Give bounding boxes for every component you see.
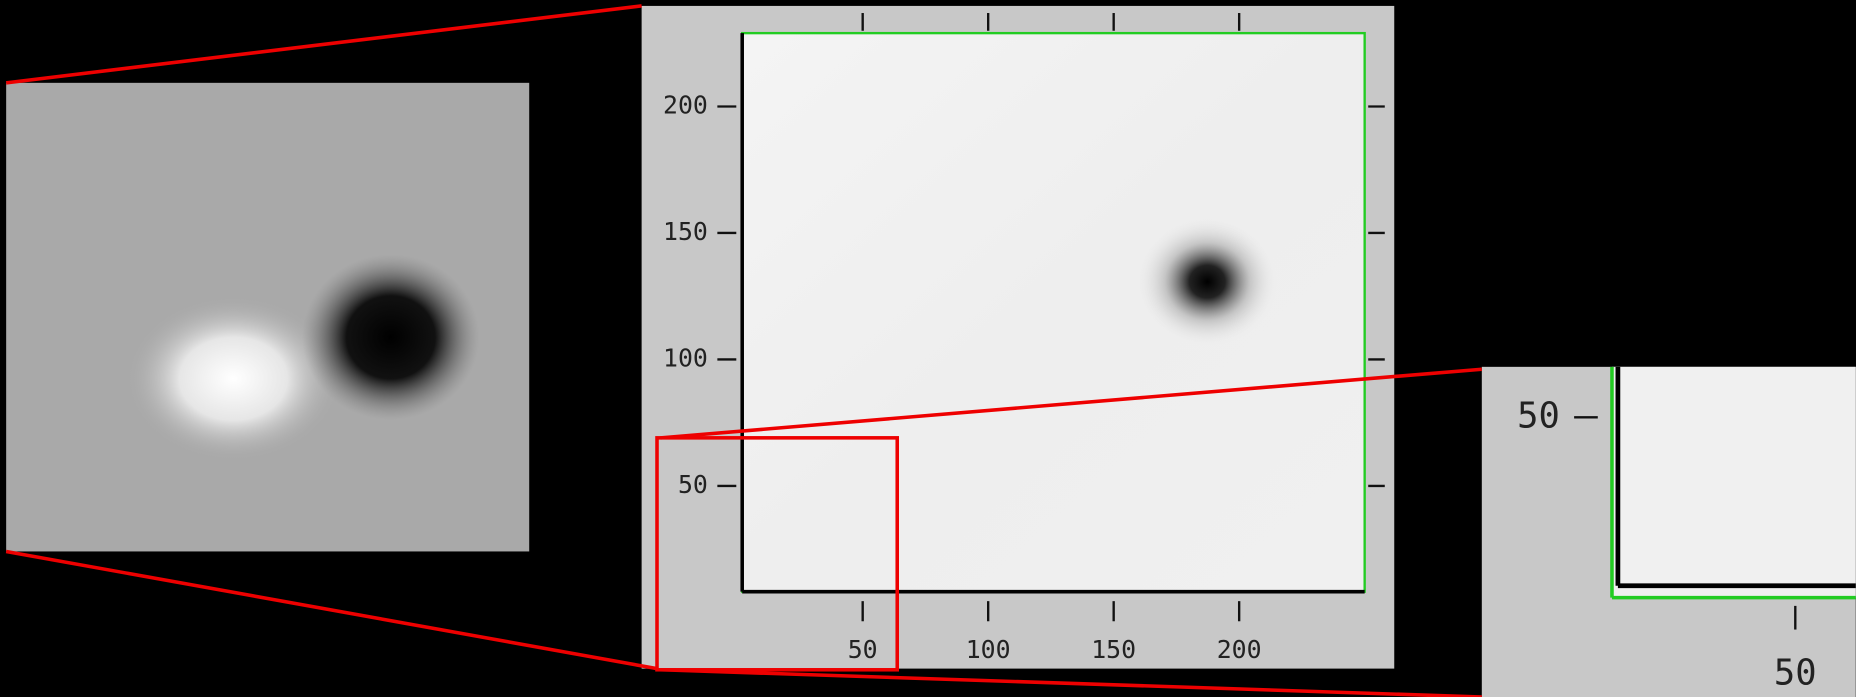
zoom-line xyxy=(661,670,1482,697)
y-tick-label: 100 xyxy=(663,343,708,372)
left-image xyxy=(6,83,529,552)
main-panel xyxy=(642,6,1395,669)
dark-region xyxy=(302,254,480,420)
image-viewer: 50 100 150 200 50 100 150 200 50 50 xyxy=(0,0,1856,697)
dark-spot xyxy=(1136,217,1278,347)
zoom-line xyxy=(6,6,641,83)
y-tick-label: 50 xyxy=(678,470,708,499)
x-tick-label: 200 xyxy=(1217,635,1262,664)
y-tick-label: 200 xyxy=(663,90,708,119)
page: 50100150200501001502005050 (() => { cons… xyxy=(0,0,1856,697)
y-tick-label: 50 xyxy=(1517,395,1560,436)
x-tick-label: 150 xyxy=(1091,635,1136,664)
x-tick-label: 50 xyxy=(1774,653,1817,694)
x-tick-label: 50 xyxy=(848,635,878,664)
x-tick-label: 100 xyxy=(966,635,1011,664)
zoom-line xyxy=(6,551,657,668)
y-tick-label: 150 xyxy=(663,217,708,246)
main-image xyxy=(742,33,1364,592)
zoom-image xyxy=(1612,367,1856,598)
